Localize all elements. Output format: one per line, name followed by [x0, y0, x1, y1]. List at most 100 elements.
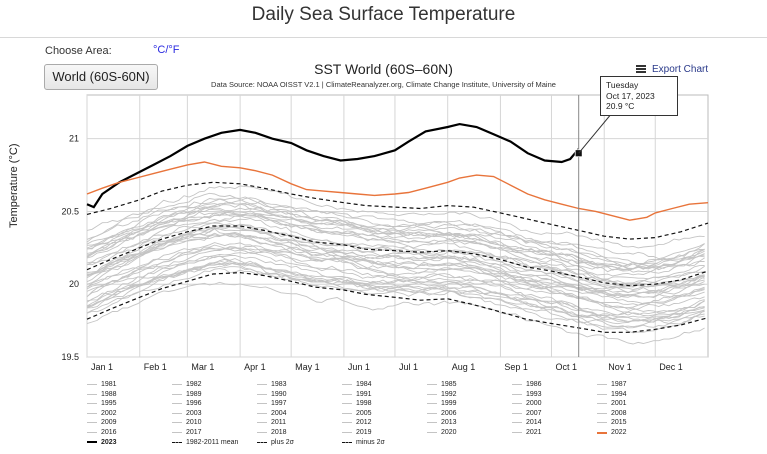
legend-item[interactable]: 1983	[257, 381, 287, 388]
legend-item[interactable]: 2001	[597, 400, 627, 407]
legend-item[interactable]: 2016	[87, 429, 117, 436]
legend-item[interactable]: 2014	[512, 419, 542, 426]
legend-label: 2010	[186, 419, 202, 427]
legend-swatch	[512, 403, 522, 405]
legend-item[interactable]: 1988	[87, 391, 117, 398]
legend-item[interactable]: 2009	[87, 419, 117, 426]
legend-item[interactable]: 2022	[597, 429, 627, 436]
legend-label: 2009	[101, 419, 117, 427]
legend-label: 2003	[186, 409, 202, 417]
legend-swatch	[257, 412, 267, 414]
legend-item[interactable]: 1984	[342, 381, 372, 388]
legend-item[interactable]: 2020	[427, 429, 457, 436]
legend-item[interactable]: 1994	[597, 391, 627, 398]
legend-item[interactable]: 2019	[342, 429, 372, 436]
series-line-2012	[86, 212, 705, 273]
legend-item[interactable]: 2017	[172, 429, 202, 436]
legend-label: 2004	[271, 409, 287, 417]
legend-swatch	[172, 412, 182, 414]
legend-item[interactable]: plus 2σ	[257, 439, 294, 446]
series-line-1982-2011-mean	[86, 225, 709, 287]
legend-label: 1986	[526, 381, 542, 388]
legend-swatch	[597, 393, 607, 395]
legend-item[interactable]: 2023	[87, 439, 117, 446]
legend-item[interactable]: 1982	[172, 381, 202, 388]
legend-item[interactable]: 2004	[257, 410, 287, 417]
series-line-1991	[86, 260, 705, 322]
legend-item[interactable]: minus 2σ	[342, 439, 385, 446]
legend-item[interactable]: 2018	[257, 429, 287, 436]
legend-item[interactable]: 1990	[257, 391, 287, 398]
legend-item[interactable]: 2000	[512, 400, 542, 407]
legend-label: 2002	[101, 409, 117, 417]
legend-swatch	[342, 384, 352, 385]
export-chart-button[interactable]: Export Chart	[636, 64, 708, 75]
area-select[interactable]: World (60S-60N)	[44, 64, 158, 90]
legend-item[interactable]: 1987	[597, 381, 627, 388]
legend-item[interactable]: 2002	[87, 410, 117, 417]
legend-item[interactable]: 2012	[342, 419, 372, 426]
legend-item[interactable]: 1997	[257, 400, 287, 407]
legend-item[interactable]: 2010	[172, 419, 202, 426]
legend-label: 1983	[271, 381, 287, 388]
legend-label: 2021	[526, 429, 542, 436]
legend-item[interactable]: 1998	[342, 400, 372, 407]
legend-item[interactable]: 1986	[512, 381, 542, 388]
legend-item[interactable]: 2013	[427, 419, 457, 426]
legend-item[interactable]: 1992	[427, 391, 457, 398]
legend-label: 2000	[526, 400, 542, 408]
legend-swatch	[342, 422, 352, 424]
series-line-2020	[86, 185, 705, 249]
legend-item[interactable]: 2005	[342, 410, 372, 417]
legend-label: 1988	[101, 390, 117, 398]
legend-item[interactable]: 1985	[427, 381, 457, 388]
legend-item[interactable]: 2021	[512, 429, 542, 436]
legend-item[interactable]: 1991	[342, 391, 372, 398]
x-tick-label: Sep 1	[504, 362, 528, 372]
legend-item[interactable]: 2015	[597, 419, 627, 426]
legend-item[interactable]: 1995	[87, 400, 117, 407]
export-chart-label: Export Chart	[652, 64, 709, 75]
legend-swatch	[342, 412, 352, 414]
series-line-plus-2-	[86, 181, 709, 240]
y-tick-label: 20	[69, 279, 79, 289]
legend-label: 1994	[611, 390, 627, 398]
legend-item[interactable]: 2003	[172, 410, 202, 417]
legend-item[interactable]: 1993	[512, 391, 542, 398]
legend-swatch	[257, 393, 267, 395]
legend-label: 2016	[101, 429, 117, 436]
legend-swatch	[512, 384, 522, 385]
legend-item[interactable]: 1999	[427, 400, 457, 407]
legend-swatch	[512, 412, 522, 414]
legend-label: 2013	[441, 419, 457, 427]
legend-label: 2015	[611, 419, 627, 427]
legend-item[interactable]: 2006	[427, 410, 457, 417]
legend-label: minus 2σ	[356, 438, 385, 446]
legend-item[interactable]: 1982-2011 mean	[172, 439, 238, 446]
tooltip-date: Oct 17, 2023	[606, 90, 655, 101]
legend-item[interactable]: 2007	[512, 410, 542, 417]
series-line-2014	[86, 203, 705, 270]
legend-label: 1999	[441, 400, 457, 408]
legend-label: 2011	[271, 419, 287, 427]
legend-label: 2008	[611, 409, 627, 417]
series-line-2017	[86, 201, 705, 270]
x-tick-label: Oct 1	[555, 362, 577, 372]
legend-item[interactable]: 2008	[597, 410, 627, 417]
legend-item[interactable]: 1996	[172, 400, 202, 407]
x-tick-label: Mar 1	[191, 362, 214, 372]
legend-swatch	[87, 422, 97, 424]
legend-item[interactable]: 1981	[87, 381, 117, 388]
legend-item[interactable]: 2011	[257, 419, 286, 426]
legend-swatch	[172, 393, 182, 395]
legend-swatch	[342, 393, 352, 395]
legend-label: 1982-2011 mean	[186, 438, 239, 446]
series-line-1981	[86, 281, 705, 345]
legend-item[interactable]: 1989	[172, 391, 202, 398]
legend-swatch	[427, 432, 437, 433]
legend-label: 1981	[101, 381, 117, 388]
unit-toggle-link[interactable]: °C/°F	[153, 44, 180, 56]
series-line-minus-2-	[86, 271, 709, 333]
legend-swatch	[597, 422, 607, 424]
